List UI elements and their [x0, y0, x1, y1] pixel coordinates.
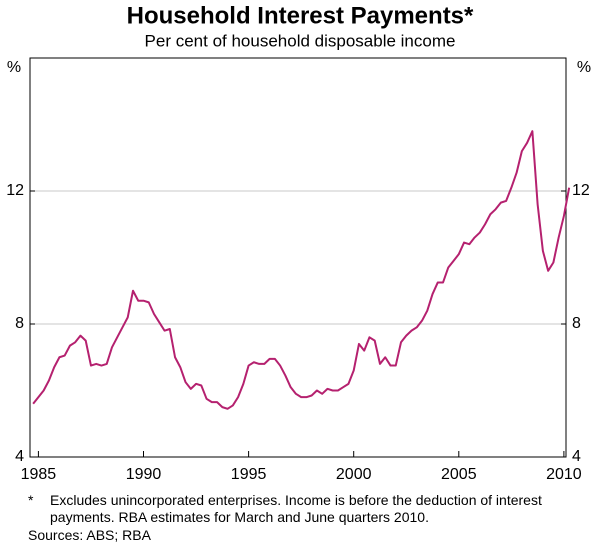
chart-title: Household Interest Payments* [127, 2, 474, 29]
x-tick-label: 1990 [126, 466, 162, 483]
y-tick-label: 8 [15, 315, 24, 332]
y-unit-right: % [577, 59, 591, 76]
x-tick-label: 2005 [441, 466, 477, 483]
plot-frame [29, 57, 567, 458]
y-unit-left: % [7, 59, 21, 76]
y-tick-label-right: 8 [572, 315, 581, 332]
source: Sources: ABS; RBA [28, 527, 151, 543]
y-tick-label: 12 [6, 182, 24, 199]
x-tick-label: 1985 [21, 466, 57, 483]
x-tick-label: 2000 [336, 466, 372, 483]
note: Excludes unincorporated enterprises. Inc… [50, 492, 542, 525]
y-tick-label-right: 4 [572, 448, 581, 465]
data-line [32, 130, 571, 410]
chart-subtitle: Per cent of household disposable income [145, 31, 456, 50]
y-tick-label-right: 12 [572, 182, 590, 199]
x-tick-label: 1995 [231, 466, 267, 483]
chart: Household Interest Payments* Per cent of… [6, 2, 591, 483]
note-marker: * [28, 492, 34, 508]
y-tick-label: 4 [15, 448, 24, 465]
x-tick-label: 2010 [546, 466, 582, 483]
